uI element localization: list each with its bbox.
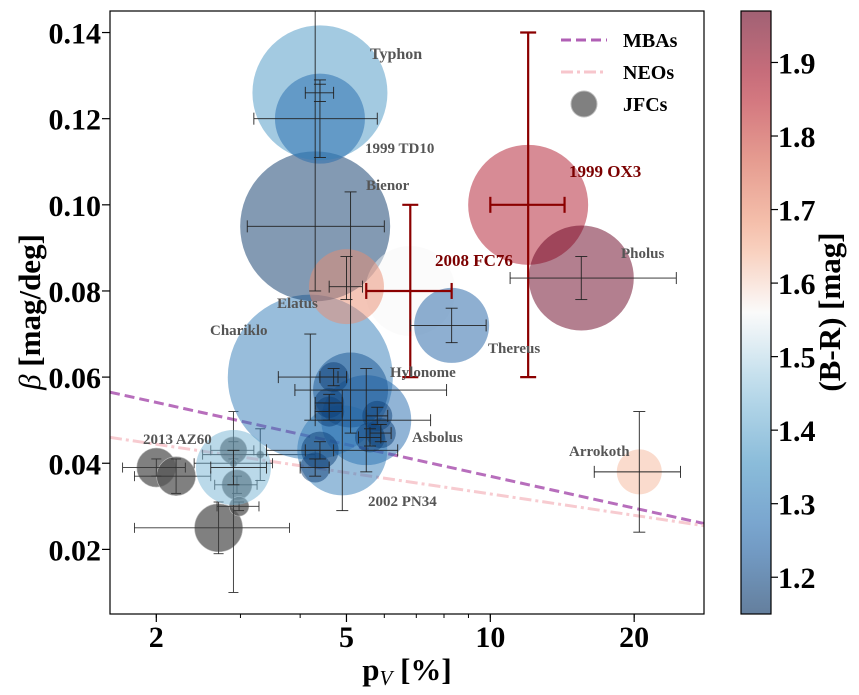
y-tick-label: 0.02 [49,534,102,567]
colorbar-tick-label: 1.2 [778,562,816,595]
object-labels: Typhon 1999 TD10 Bienor Elatus 2008 FC76 1999… [143,46,665,510]
colorbar-frame [740,10,772,615]
label-thereus: Thereus [488,341,540,357]
label-arrokoth: Arrokoth [569,444,630,460]
x-tick-label: 20 [619,621,649,654]
legend-marker-jfcs [570,90,598,118]
x-axis: 2 5 10 20 [149,614,649,654]
label-elatus: Elatus [277,296,318,312]
colorbar-tick-label: 1.8 [778,121,816,154]
colorbar-tick-label: 1.3 [778,489,816,522]
y-axis-title: β [mag/deg] [12,234,47,391]
y-tick-label: 0.04 [49,448,102,481]
label-2002-pn34: 2002 PN34 [368,494,437,510]
colorbar-ticks: 1.2 1.3 1.4 1.5 1.6 1.7 1.8 1.9 [771,47,816,595]
plot-frame [109,10,705,615]
label-1999-ox3: 1999 OX3 [569,162,641,181]
y-tick-label: 0.08 [49,276,102,309]
label-pholus: Pholus [621,246,665,262]
legend-label-jfcs: JFCs [623,94,668,116]
x-tick-label: 5 [339,621,354,654]
y-tick-label: 0.06 [49,362,102,395]
y-tick-label: 0.10 [49,190,102,223]
label-1999-td10: 1999 TD10 [365,141,434,157]
x-axis-title-unit: [%] [392,652,451,687]
colorbar-title: (B-R) [mag] [812,232,847,391]
y-tick-label: 0.14 [49,18,102,51]
colorbar-gradient [741,11,771,614]
colorbar-tick-label: 1.5 [778,342,816,375]
y-tick-label: 0.12 [49,104,102,137]
x-tick-label: 2 [149,621,164,654]
colorbar-tick-label: 1.7 [778,195,816,228]
line-mbas [110,390,704,526]
x-axis-title-sub: V [380,666,395,690]
legend-label-mbas: MBAs [623,30,678,52]
label-asbolus: Asbolus [412,430,463,446]
label-chariklo: Chariklo [210,323,268,339]
colorbar-tick-label: 1.9 [778,47,816,80]
legend-label-neos: NEOs [623,62,674,84]
label-2013-az60: 2013 AZ60 [143,432,212,448]
label-hylonome: Hylonome [390,365,456,381]
colorbar: 1.2 1.3 1.4 1.5 1.6 1.7 1.8 1.9 (B-R) [mag] [740,10,847,615]
x-axis-title-main: p [362,652,379,687]
label-2008-fc76: 2008 FC76 [435,251,513,270]
data-points [122,11,681,593]
plot-area [110,11,704,593]
colorbar-tick-label: 1.4 [778,415,816,448]
x-tick-label: 10 [475,621,505,654]
y-axis: 0.02 0.04 0.06 0.08 0.10 0.12 0.14 [49,18,110,567]
y-axis-title-symbol: β [12,374,47,391]
label-typhon: Typhon [370,46,422,63]
colorbar-tick-label: 1.6 [778,268,816,301]
label-bienor: Bienor [366,178,410,194]
y-axis-title-unit: [mag/deg] [12,234,47,374]
legend: MBAs NEOs JFCs [561,30,678,118]
x-axis-title: pV [%] [362,652,451,690]
